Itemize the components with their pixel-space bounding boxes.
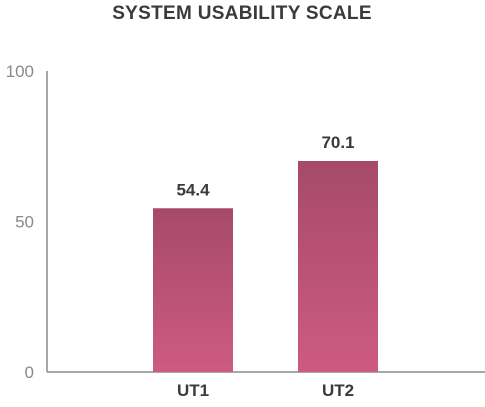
y-tick-label: 50	[15, 213, 34, 232]
data-label-ut1: 54.4	[176, 180, 210, 199]
y-tick-labels: 0 50 100	[6, 62, 34, 382]
bar-ut2	[298, 161, 378, 372]
chart-title: SYSTEM USABILITY SCALE	[112, 3, 372, 24]
bar-ut1	[153, 208, 233, 372]
data-label-ut2: 70.1	[321, 133, 354, 152]
x-tick-label-ut1: UT1	[177, 381, 209, 400]
x-tick-labels: UT1 UT2	[177, 381, 354, 400]
y-tick-label: 100	[6, 62, 34, 81]
x-tick-label-ut2: UT2	[322, 381, 354, 400]
y-tick-label: 0	[25, 363, 34, 382]
